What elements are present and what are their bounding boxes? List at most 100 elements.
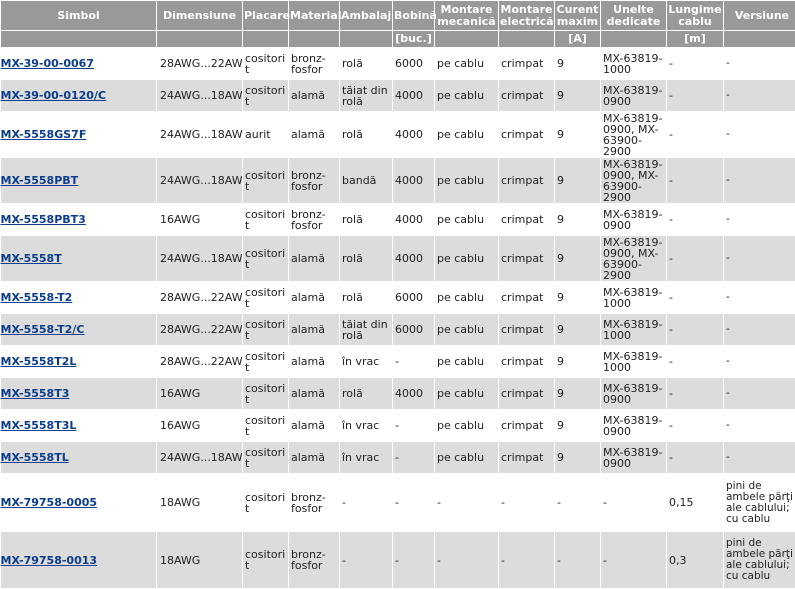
length-cell: 0,15 [667, 474, 724, 532]
plating-cell: cositorit [243, 346, 289, 378]
plating-cell: cositorit [243, 442, 289, 474]
material-cell: bronz-fosfor [289, 158, 340, 204]
unit-label [724, 31, 795, 48]
unit-label: [buc.] [393, 31, 435, 48]
elec-cell: crimpat [499, 442, 555, 474]
version-cell: - [724, 236, 795, 282]
tools-cell: - [601, 474, 667, 532]
product-link[interactable]: MX-79758-0005 [1, 496, 98, 509]
symbol-cell: MX-39-00-0067 [1, 48, 157, 80]
material-cell: bronz-fosfor [289, 532, 340, 589]
length-cell: - [667, 346, 724, 378]
symbol-cell: MX-5558T3L [1, 410, 157, 442]
column-header[interactable]: Dimensiune [157, 1, 243, 31]
current-cell: 9 [555, 410, 601, 442]
dimension-cell: 28AWG...22AWG [157, 48, 243, 80]
mech-cell: pe cablu [435, 410, 499, 442]
product-link[interactable]: MX-5558PBT3 [1, 213, 86, 226]
mech-cell: pe cablu [435, 236, 499, 282]
unit-label [435, 31, 499, 48]
reel-cell: 6000 [393, 48, 435, 80]
dimension-cell: 28AWG...22AWG [157, 346, 243, 378]
version-cell: pini de ambele părţi ale cablului; cu ca… [724, 474, 795, 532]
product-link[interactable]: MX-5558PBT [1, 174, 79, 187]
tools-cell: MX-63819-0900, MX-63900-2900 [601, 112, 667, 158]
column-header[interactable]: Ambalaj [340, 1, 393, 31]
elec-cell: crimpat [499, 346, 555, 378]
symbol-cell: MX-39-00-0120/C [1, 80, 157, 112]
plating-cell: cositorit [243, 80, 289, 112]
column-header[interactable]: Simbol [1, 1, 157, 31]
plating-cell: cositorit [243, 204, 289, 236]
material-cell: bronz-fosfor [289, 474, 340, 532]
packaging-cell: în vrac [340, 410, 393, 442]
reel-cell: 4000 [393, 204, 435, 236]
dimension-cell: 24AWG...18AWG [157, 112, 243, 158]
unit-label [243, 31, 289, 48]
column-header[interactable]: Material [289, 1, 340, 31]
column-header[interactable]: Unelte dedicate [601, 1, 667, 31]
symbol-cell: MX-5558GS7F [1, 112, 157, 158]
plating-cell: aurit [243, 112, 289, 158]
units-row: [buc.] [A] [m] [1, 31, 795, 48]
dimension-cell: 24AWG...18AWG [157, 158, 243, 204]
dimension-cell: 18AWG [157, 532, 243, 589]
product-link[interactable]: MX-5558T2L [1, 355, 77, 368]
current-cell: 9 [555, 236, 601, 282]
plating-cell: cositorit [243, 282, 289, 314]
product-link[interactable]: MX-79758-0013 [1, 554, 98, 567]
column-header[interactable]: Montare electrică [499, 1, 555, 31]
dimension-cell: 16AWG [157, 410, 243, 442]
dimension-cell: 24AWG...18AWG [157, 442, 243, 474]
dimension-cell: 16AWG [157, 204, 243, 236]
current-cell: 9 [555, 378, 601, 410]
material-cell: alamă [289, 442, 340, 474]
packaging-cell: - [340, 532, 393, 589]
symbol-cell: MX-79758-0005 [1, 474, 157, 532]
tools-cell: MX-63819-0900 [601, 378, 667, 410]
column-header[interactable]: Bobină [393, 1, 435, 31]
current-cell: 9 [555, 346, 601, 378]
column-header[interactable]: Lungime cablu [667, 1, 724, 31]
header-row: Simbol Dimensiune Placare Material Ambal… [1, 1, 795, 31]
packaging-cell: rolă [340, 112, 393, 158]
column-header[interactable]: Montare mecanică [435, 1, 499, 31]
version-cell: pini de ambele părţi ale cablului; cu ca… [724, 532, 795, 589]
packaging-cell: în vrac [340, 346, 393, 378]
product-link[interactable]: MX-5558T3 [1, 387, 70, 400]
reel-cell: 6000 [393, 282, 435, 314]
material-cell: alamă [289, 282, 340, 314]
reel-cell: 6000 [393, 314, 435, 346]
tools-cell: MX-63819-0900 [601, 80, 667, 112]
product-link[interactable]: MX-5558-T2 [1, 291, 73, 304]
dimension-cell: 28AWG...22AWG [157, 282, 243, 314]
tools-cell: MX-63819-0900 [601, 410, 667, 442]
length-cell: - [667, 236, 724, 282]
current-cell: 9 [555, 204, 601, 236]
unit-label: [A] [555, 31, 601, 48]
material-cell: bronz-fosfor [289, 204, 340, 236]
column-header[interactable]: Curent maxim [555, 1, 601, 31]
product-link[interactable]: MX-39-00-0067 [1, 57, 94, 70]
product-link[interactable]: MX-5558T3L [1, 419, 77, 432]
column-header[interactable]: Placare [243, 1, 289, 31]
length-cell: - [667, 410, 724, 442]
unit-label [1, 31, 157, 48]
unit-label [499, 31, 555, 48]
tools-cell: MX-63819-1000 [601, 48, 667, 80]
product-link[interactable]: MX-39-00-0120/C [1, 89, 107, 102]
elec-cell: crimpat [499, 378, 555, 410]
product-link[interactable]: MX-5558T [1, 252, 62, 265]
elec-cell: - [499, 474, 555, 532]
column-header[interactable]: Versiune [724, 1, 795, 31]
version-cell: - [724, 158, 795, 204]
tools-cell: MX-63819-1000 [601, 314, 667, 346]
tools-cell: MX-63819-1000 [601, 282, 667, 314]
product-link[interactable]: MX-5558TL [1, 451, 69, 464]
product-link[interactable]: MX-5558GS7F [1, 128, 87, 141]
version-cell: - [724, 112, 795, 158]
product-link[interactable]: MX-5558-T2/C [1, 323, 85, 336]
